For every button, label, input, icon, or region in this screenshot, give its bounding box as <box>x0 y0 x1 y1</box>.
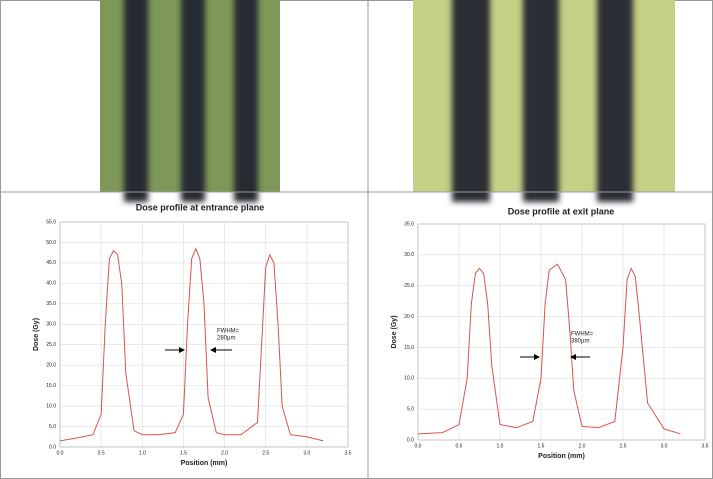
y-tick-label: 15.0 <box>404 345 414 351</box>
y-tick-label: 10.0 <box>46 403 56 409</box>
plot-area <box>59 221 349 448</box>
y-axis-label: Dose (Gy) <box>391 315 398 348</box>
x-tick-label: 3.0 <box>661 443 668 449</box>
chart-title: Dose profile at entrance plane <box>136 202 265 212</box>
y-tick-label: 45.0 <box>46 260 56 266</box>
x-tick-label: 1.5 <box>538 443 545 449</box>
exit-film-image <box>413 0 675 202</box>
x-tick-label: 0.0 <box>57 450 64 456</box>
entrance-film-image <box>100 0 280 202</box>
y-tick-label: 0.0 <box>407 437 414 443</box>
x-tick-label: 3.0 <box>303 450 310 456</box>
x-tick-label: 2.0 <box>579 443 586 449</box>
dose-line <box>59 247 324 442</box>
y-tick-label: 10.0 <box>404 376 414 382</box>
y-tick-label: 0.0 <box>49 444 56 450</box>
y-axis-label: Dose (Gy) <box>33 318 40 351</box>
x-tick-label: 1.5 <box>180 450 187 456</box>
dose-line <box>417 263 681 435</box>
x-tick-label: 2.0 <box>221 450 228 456</box>
y-tick-label: 30.0 <box>404 252 414 258</box>
y-tick-label: 40.0 <box>46 281 56 287</box>
x-tick-label: 0.5 <box>456 443 463 449</box>
x-tick-label: 1.0 <box>139 450 146 456</box>
x-axis-label: Position (mm) <box>181 460 228 467</box>
annotation: 380μm <box>571 339 589 345</box>
y-tick-label: 35.0 <box>404 221 414 227</box>
y-tick-label: 30.0 <box>46 322 56 328</box>
y-tick-label: 5.0 <box>407 406 414 412</box>
x-tick-label: 3.5 <box>702 443 709 449</box>
x-axis-label: Position (mm) <box>538 453 585 460</box>
x-tick-label: 2.5 <box>620 443 627 449</box>
y-tick-label: 50.0 <box>46 240 56 246</box>
x-tick-label: 0.0 <box>415 443 422 449</box>
plot-area <box>417 223 706 441</box>
chart-title: Dose profile at exit plane <box>508 206 615 216</box>
annotation: FWHM= <box>217 329 240 335</box>
y-tick-label: 55.0 <box>46 219 56 225</box>
y-tick-label: 20.0 <box>404 314 414 320</box>
x-tick-label: 1.0 <box>497 443 504 449</box>
annotation: 280μm <box>217 336 235 342</box>
y-tick-label: 25.0 <box>404 283 414 289</box>
y-tick-label: 15.0 <box>46 383 56 389</box>
y-tick-label: 35.0 <box>46 301 56 307</box>
x-tick-label: 0.5 <box>98 450 105 456</box>
x-tick-label: 3.5 <box>345 450 352 456</box>
x-tick-label: 2.5 <box>262 450 269 456</box>
y-tick-label: 25.0 <box>46 342 56 348</box>
y-tick-label: 5.0 <box>49 424 56 430</box>
annotation: FWHM= <box>571 332 594 338</box>
y-tick-label: 20.0 <box>46 363 56 369</box>
